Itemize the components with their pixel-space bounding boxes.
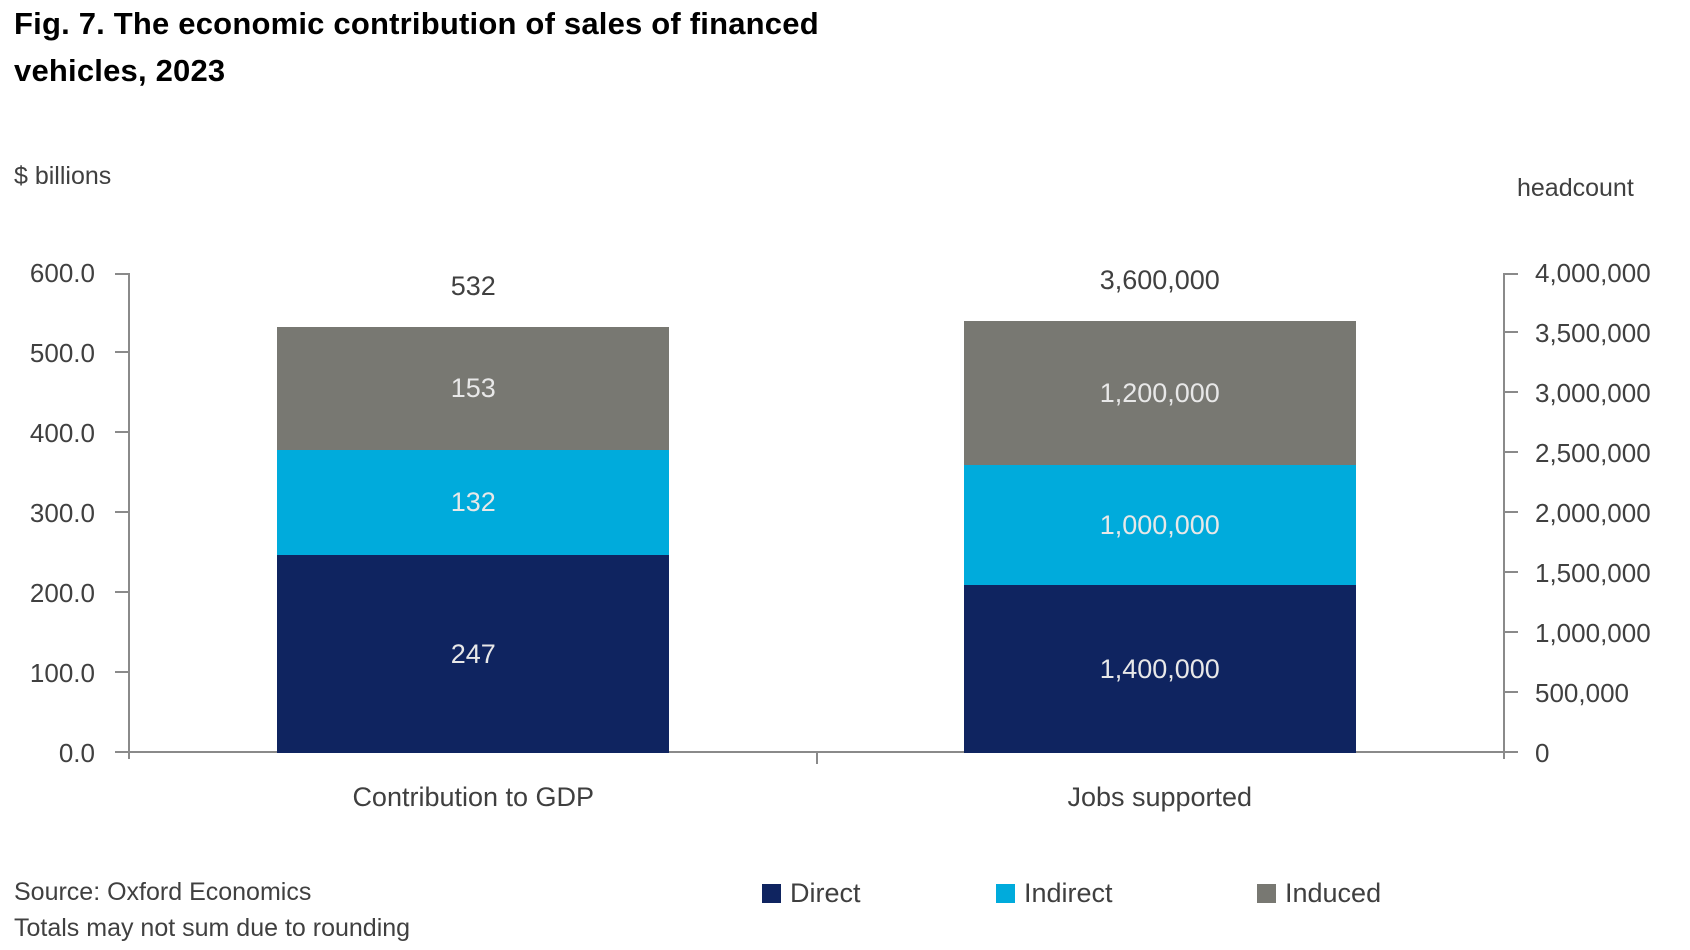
bar-segment-indirect: 132 <box>277 449 670 556</box>
left-y-axis-tick <box>115 671 128 673</box>
bar-segment-induced: 1,200,000 <box>963 321 1356 465</box>
legend-item-induced: Induced <box>1257 876 1381 910</box>
bar-segment-value-label: 247 <box>450 638 496 669</box>
right-y-axis-line <box>1503 273 1505 753</box>
x-axis-boundary-tick <box>1503 753 1505 759</box>
left-y-axis-tick-label: 300.0 <box>29 498 95 528</box>
right-y-axis-tick <box>1505 331 1518 333</box>
right-y-axis-tick-label: 1,500,000 <box>1535 558 1651 588</box>
left-y-axis-tick-label: 0.0 <box>58 738 95 768</box>
left-y-axis-tick-label: 100.0 <box>29 658 95 688</box>
left-y-axis-tick <box>115 351 128 353</box>
bar-segment-induced: 153 <box>277 327 670 450</box>
left-y-axis-tick <box>115 751 128 753</box>
legend-label-indirect: Indirect <box>1024 877 1113 908</box>
bar-segment-value-label: 1,200,000 <box>1099 377 1220 408</box>
right-y-axis-tick-label: 3,000,000 <box>1535 378 1651 408</box>
bar-segment-direct: 1,400,000 <box>963 585 1356 753</box>
x-axis-line <box>128 751 1505 753</box>
bar-segment-value-label: 153 <box>450 373 496 404</box>
left-axis-unit-label: $ billions <box>14 162 112 190</box>
left-y-axis-tick <box>115 511 128 513</box>
right-y-axis-tick <box>1505 391 1518 393</box>
chart-title-line-2: vehicles, 2023 <box>14 53 226 88</box>
category-axis-label: Contribution to GDP <box>352 782 595 812</box>
right-y-axis-tick-label: 0 <box>1535 738 1550 768</box>
category-axis-label: Jobs supported <box>1067 782 1253 812</box>
bar-total-label: 532 <box>450 271 496 302</box>
right-y-axis-tick <box>1505 631 1518 633</box>
right-y-axis-tick <box>1505 691 1518 693</box>
legend-swatch-direct-icon <box>762 883 781 903</box>
left-y-axis-tick-label: 500.0 <box>29 338 95 368</box>
bar-segment-value-label: 1,000,000 <box>1099 509 1220 540</box>
chart-title-line-1: Fig. 7. The economic contribution of sal… <box>14 6 819 41</box>
left-y-axis-tick <box>115 273 128 275</box>
source-note: Source: Oxford Economics <box>14 878 312 906</box>
bar-segment-value-label: 1,400,000 <box>1099 653 1220 684</box>
x-axis-boundary-tick <box>128 753 130 759</box>
bar-total-label: 3,600,000 <box>1099 265 1220 295</box>
right-y-axis-tick-label: 1,000,000 <box>1535 618 1651 648</box>
right-y-axis-tick-label: 500,000 <box>1535 678 1629 708</box>
legend-item-indirect: Indirect <box>996 876 1113 910</box>
right-y-axis-tick-label: 3,500,000 <box>1535 318 1651 348</box>
left-y-axis-line <box>128 273 130 753</box>
legend-label-direct: Direct <box>790 877 861 908</box>
right-y-axis-tick-label: 4,000,000 <box>1535 258 1651 288</box>
right-y-axis-tick <box>1505 751 1518 753</box>
left-y-axis-tick-label: 200.0 <box>29 578 95 608</box>
legend-swatch-indirect-icon <box>996 883 1015 903</box>
legend-label-induced: Induced <box>1285 877 1382 908</box>
left-y-axis-tick <box>115 591 128 593</box>
legend-swatch-induced-icon <box>1257 883 1276 903</box>
bar-segment-indirect: 1,000,000 <box>963 465 1356 585</box>
right-y-axis-tick <box>1505 273 1518 275</box>
x-axis-boundary-tick <box>815 753 818 764</box>
bar-segment-value-label: 132 <box>450 487 496 518</box>
rounding-note: Totals may not sum due to rounding <box>14 914 411 942</box>
right-axis-unit-label: headcount <box>1517 174 1634 202</box>
legend-item-direct: Direct <box>762 876 861 910</box>
bar-segment-direct: 247 <box>277 555 670 753</box>
right-y-axis-tick-label: 2,000,000 <box>1535 498 1651 528</box>
right-y-axis-tick <box>1505 571 1518 573</box>
left-y-axis-tick-label: 400.0 <box>29 418 95 448</box>
left-y-axis-tick <box>115 431 128 433</box>
left-y-axis-tick-label: 600.0 <box>29 258 95 288</box>
right-y-axis-tick <box>1505 511 1518 513</box>
right-y-axis-tick-label: 2,500,000 <box>1535 438 1651 468</box>
right-y-axis-tick <box>1505 451 1518 453</box>
